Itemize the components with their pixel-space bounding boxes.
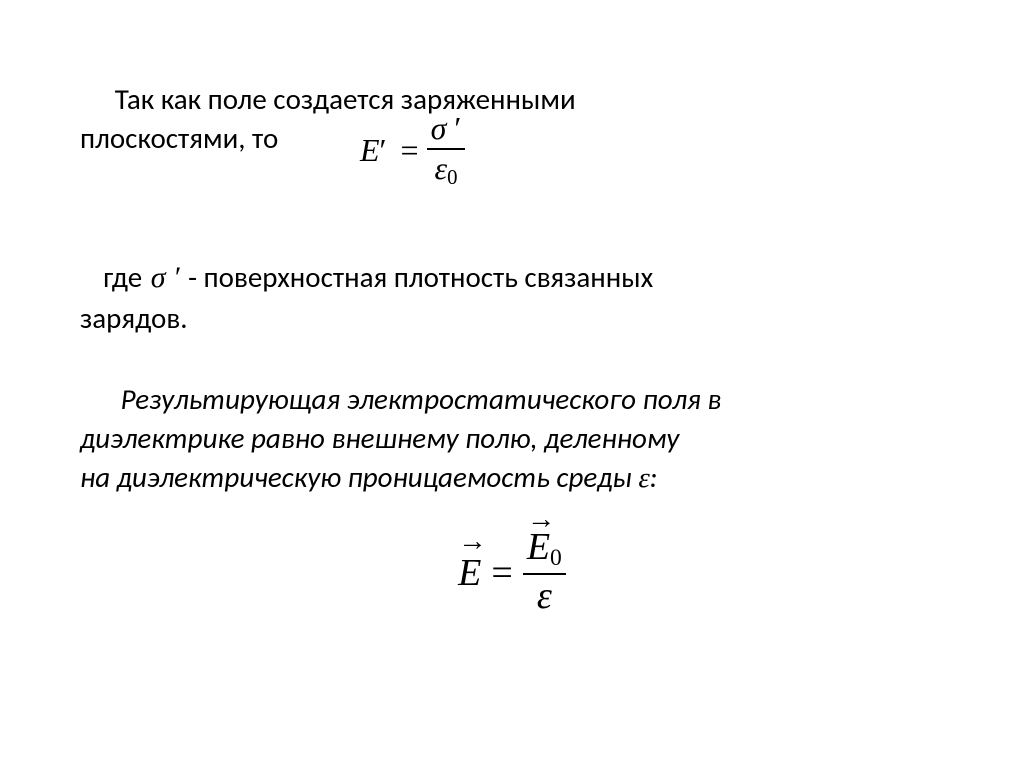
slide: Так как поле создается заряженными плоск…	[0, 0, 1024, 767]
para2-line2: зарядов.	[80, 300, 188, 336]
formula1-numerator: σ ′	[427, 112, 466, 146]
equals-sign: =	[401, 132, 419, 169]
formula2-E-vector: → E	[458, 551, 481, 595]
sigma-inline: σ ′	[149, 261, 182, 294]
formula-e-equals: → E = → E 0 ε	[80, 528, 944, 617]
paragraph-1: Так как поле создается заряженными плоск…	[80, 80, 944, 158]
para2-post: - поверхностная плотность связанных	[182, 259, 654, 295]
formula2-fraction: → E 0 ε	[523, 528, 566, 617]
para1-line1: Так как поле создается заряженными	[115, 81, 576, 117]
para2-pre: где	[103, 259, 149, 295]
formula2-numerator: → E 0	[523, 528, 566, 571]
equals-sign: =	[491, 551, 512, 595]
epsilon-inline: ε	[638, 462, 649, 494]
formula1-denominator: ε0	[430, 152, 461, 189]
formula1-fraction: σ ′ ε0	[427, 112, 466, 189]
para3-line2: диэлектрике равно внешнему полю, деленно…	[80, 420, 679, 456]
paragraph-2: где σ ′ - поверхностная плотность связан…	[80, 258, 944, 338]
formula-e-prime: E′ = σ ′ ε0	[360, 112, 465, 189]
para1-line2: плоскостями, то	[80, 120, 278, 156]
formula1-E: E′	[360, 132, 387, 169]
para3-line3-post: :	[650, 459, 658, 495]
para3-line1: Результирующая электростатического поля …	[121, 381, 722, 417]
paragraph-3: Результирующая электростатического поля …	[80, 380, 944, 498]
para3-line3-pre: на диэлектрическую проницаемость среды	[80, 459, 638, 495]
formula2-denominator: ε	[533, 577, 556, 617]
